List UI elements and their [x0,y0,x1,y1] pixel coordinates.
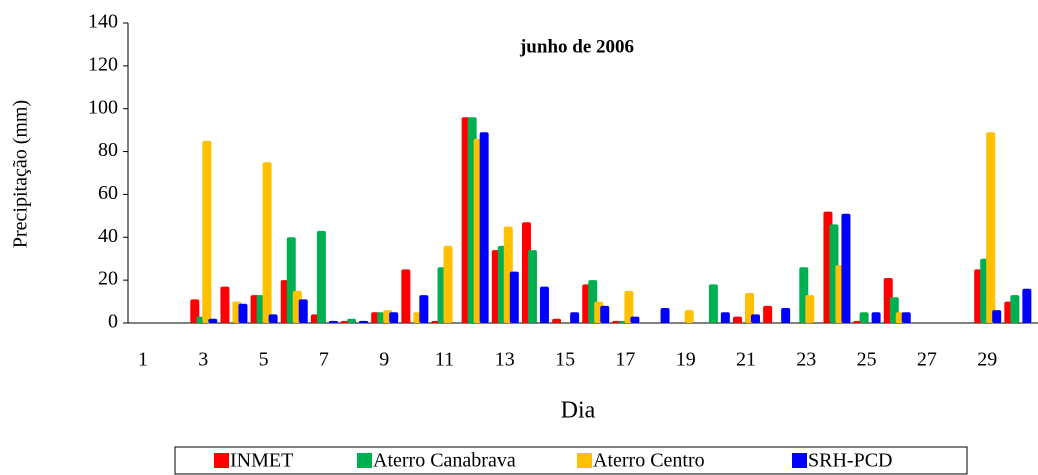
bar [208,318,218,323]
x-tick-label: 3 [198,349,208,371]
bar [509,271,519,323]
x-tick-label: 15 [555,349,575,371]
x-tick-label: 23 [796,349,816,371]
legend-label: INMET [230,450,293,472]
legend-swatch [577,453,592,468]
bar [720,312,730,323]
x-tick-label: 19 [676,349,696,371]
x-tick-label: 11 [435,349,454,371]
bar [443,245,453,323]
x-tick-label: 29 [977,349,997,371]
x-axis-label: Dia [561,398,596,424]
bar [419,295,429,323]
bar [1022,288,1032,323]
legend-label: Aterro Canabrava [373,450,516,472]
bar [401,269,411,323]
bar [202,140,212,323]
x-tick-label: 25 [857,349,877,371]
bar [733,316,742,323]
y-tick-label: 20 [98,268,118,290]
chart-title: junho de 2006 [519,36,634,57]
bar [992,310,1002,323]
x-tick-label: 5 [259,349,269,371]
bar [268,314,278,323]
bar [871,312,881,323]
y-tick-label: 120 [88,53,118,75]
bar [763,305,773,323]
bar [220,286,230,323]
bar [751,314,760,323]
x-tick-label: 9 [379,349,389,371]
bar [600,305,610,323]
bar [624,290,634,323]
bar [684,310,694,323]
bar [359,320,369,323]
legend-swatch [214,453,229,468]
bar [1010,295,1020,323]
x-tick-label: 7 [319,349,329,371]
y-tick-label: 140 [88,11,118,33]
legend-label: Aterro Centro [593,450,705,472]
legend-box [174,446,968,475]
bar [479,132,489,323]
bar [389,312,399,323]
x-tick-label: 1 [138,349,148,371]
bar [986,132,996,323]
bar [841,213,851,323]
y-tick-label: 60 [98,182,118,204]
x-tick-label: 17 [615,349,635,371]
y-tick-label: 100 [88,96,118,118]
x-tick-label: 13 [495,349,515,371]
bar [539,286,549,323]
bar [859,312,869,323]
bar [328,320,338,323]
bar [660,308,670,323]
legend-swatch [357,453,372,468]
bar [708,284,718,323]
legend-label: SRH-PCD [808,450,892,472]
bar [552,318,562,323]
x-tick-label: 27 [917,349,937,371]
y-tick-label: 80 [98,139,118,161]
x-tick-label: 21 [736,349,756,371]
bar [262,162,272,323]
bar [781,308,791,323]
bar [527,250,537,323]
y-tick-label: 40 [98,225,118,247]
bar [347,318,357,323]
bar [298,299,308,323]
bar [901,312,911,323]
bar [570,312,580,323]
bar [805,295,815,323]
legend-swatch [792,453,807,468]
bar [316,230,326,323]
bar [630,316,640,323]
y-tick-label: 0 [108,311,118,333]
y-axis-label: Precipitação (mm) [10,100,32,248]
bar [238,303,248,323]
